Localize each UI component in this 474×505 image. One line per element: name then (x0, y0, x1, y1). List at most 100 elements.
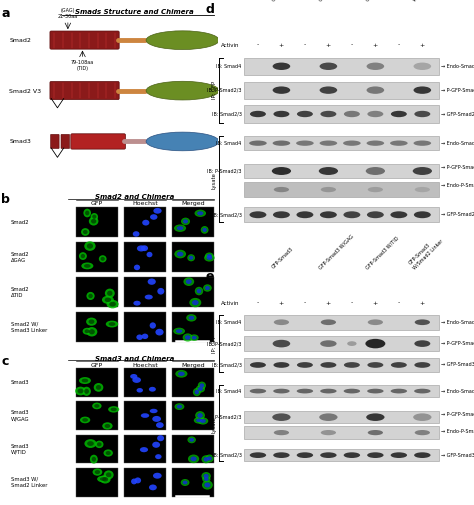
Text: -: - (257, 42, 259, 47)
Ellipse shape (203, 284, 212, 292)
Ellipse shape (274, 187, 289, 192)
Ellipse shape (181, 218, 190, 225)
Ellipse shape (197, 413, 203, 418)
Text: IB: Smad2/3: IB: Smad2/3 (211, 112, 241, 117)
Ellipse shape (344, 452, 360, 458)
Text: IB: P-Smad2/3: IB: P-Smad2/3 (207, 341, 241, 346)
Ellipse shape (89, 329, 95, 334)
Ellipse shape (207, 456, 212, 461)
Ellipse shape (80, 417, 90, 423)
Ellipse shape (202, 228, 207, 232)
Text: IB: Smad4: IB: Smad4 (216, 64, 241, 69)
Bar (244, 164, 439, 178)
Ellipse shape (297, 362, 313, 368)
Text: → GFP-Smad3: → GFP-Smad3 (441, 363, 474, 368)
Ellipse shape (320, 452, 337, 458)
Text: IP: GFP: IP: GFP (212, 81, 217, 99)
Ellipse shape (177, 405, 182, 409)
Text: → Endo-Smad4: → Endo-Smad4 (441, 64, 474, 69)
Bar (172, 468, 214, 497)
Ellipse shape (145, 294, 153, 299)
Ellipse shape (203, 474, 209, 478)
Ellipse shape (204, 254, 215, 262)
Ellipse shape (191, 457, 197, 461)
FancyBboxPatch shape (50, 31, 119, 49)
Ellipse shape (368, 187, 383, 192)
Ellipse shape (107, 291, 112, 296)
Ellipse shape (195, 390, 199, 394)
Bar (172, 434, 214, 464)
Ellipse shape (272, 167, 291, 175)
Ellipse shape (273, 389, 290, 393)
Ellipse shape (321, 430, 336, 435)
Ellipse shape (204, 477, 209, 481)
Text: d: d (205, 3, 214, 16)
Bar (124, 242, 166, 272)
Bar (172, 242, 214, 272)
Ellipse shape (347, 341, 356, 346)
Bar (244, 449, 439, 462)
Bar (76, 468, 118, 497)
Ellipse shape (203, 457, 209, 462)
Text: → P-GFP-Smad3: → P-GFP-Smad3 (441, 412, 474, 417)
Ellipse shape (196, 385, 205, 392)
Ellipse shape (95, 441, 103, 448)
Ellipse shape (414, 340, 430, 347)
Text: +: + (326, 301, 331, 306)
Ellipse shape (78, 389, 83, 393)
Ellipse shape (106, 451, 111, 455)
Ellipse shape (84, 264, 91, 268)
Bar (172, 401, 214, 430)
Ellipse shape (157, 288, 164, 294)
Bar (172, 312, 214, 342)
Ellipse shape (189, 298, 201, 308)
Ellipse shape (109, 322, 116, 326)
Text: → P-GFP-Smad2: → P-GFP-Smad2 (441, 165, 474, 170)
Ellipse shape (84, 439, 97, 448)
Ellipse shape (414, 362, 430, 368)
Ellipse shape (89, 217, 99, 226)
Ellipse shape (273, 63, 290, 70)
Ellipse shape (191, 336, 197, 339)
Ellipse shape (177, 226, 183, 230)
Ellipse shape (198, 387, 203, 391)
Ellipse shape (90, 454, 98, 464)
Text: a: a (1, 7, 9, 20)
Text: -: - (304, 301, 306, 306)
Ellipse shape (344, 389, 360, 393)
FancyBboxPatch shape (61, 134, 70, 148)
Text: IB: Smad4: IB: Smad4 (216, 320, 241, 325)
Ellipse shape (249, 140, 267, 146)
Text: +: + (279, 301, 284, 306)
Ellipse shape (368, 319, 383, 325)
Text: → P-GFP-Smad2: → P-GFP-Smad2 (441, 88, 474, 92)
Text: IP: GFP: IP: GFP (212, 334, 217, 352)
Ellipse shape (189, 316, 194, 320)
Ellipse shape (273, 211, 290, 218)
Ellipse shape (205, 454, 214, 463)
Ellipse shape (200, 383, 204, 388)
Ellipse shape (203, 457, 209, 462)
Ellipse shape (149, 484, 157, 490)
Ellipse shape (182, 481, 188, 484)
Ellipse shape (414, 211, 431, 218)
Text: 79-108aa
(TID): 79-108aa (TID) (71, 60, 94, 71)
Ellipse shape (150, 409, 158, 413)
Bar (172, 277, 214, 307)
Text: -: - (351, 42, 353, 47)
Ellipse shape (204, 482, 210, 487)
Text: → Endo-Smad4: → Endo-Smad4 (441, 141, 474, 145)
Ellipse shape (105, 424, 110, 428)
Ellipse shape (273, 140, 290, 146)
Ellipse shape (182, 333, 193, 341)
Ellipse shape (274, 430, 289, 435)
Text: → Endo-P-Smad2: → Endo-P-Smad2 (441, 183, 474, 188)
Ellipse shape (177, 226, 183, 230)
Ellipse shape (198, 387, 203, 391)
Ellipse shape (133, 300, 141, 306)
Ellipse shape (152, 442, 160, 448)
Ellipse shape (105, 297, 111, 302)
Ellipse shape (187, 254, 195, 262)
Ellipse shape (197, 413, 203, 418)
Ellipse shape (207, 256, 212, 260)
